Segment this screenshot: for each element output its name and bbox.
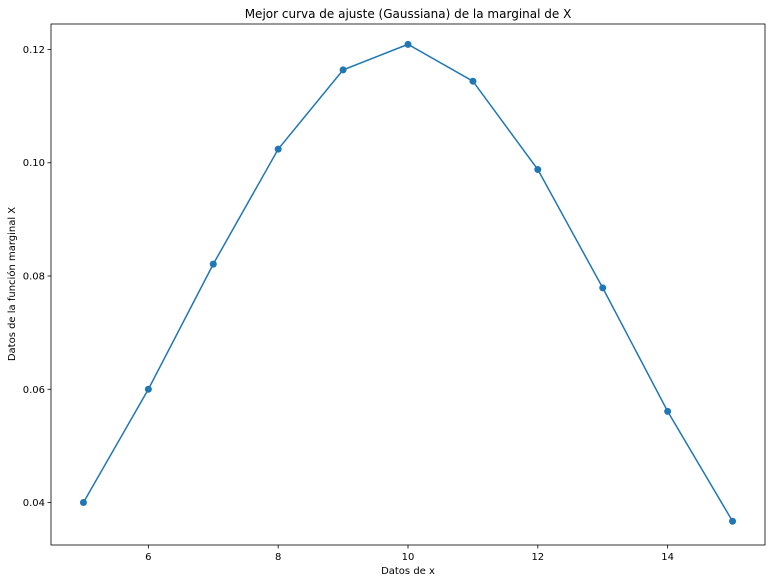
data-point — [144, 385, 152, 393]
series-line — [82, 43, 734, 522]
data-point — [339, 66, 347, 74]
y-tick-label: 0.04 — [23, 498, 45, 509]
data-point — [469, 77, 477, 85]
y-tick-label: 0.10 — [23, 158, 45, 169]
data-point — [599, 284, 607, 292]
data-point — [664, 407, 672, 415]
y-tick-label: 0.06 — [23, 385, 45, 396]
data-point — [534, 166, 542, 174]
data-point — [404, 40, 412, 48]
data-point — [729, 517, 737, 525]
y-axis-label: Datos de la función marginal X — [6, 207, 18, 361]
y-tick-label: 0.08 — [23, 272, 45, 283]
data-point — [274, 145, 282, 153]
chart-title: Mejor curva de ajuste (Gaussiana) de la … — [245, 7, 572, 21]
x-tick-label: 6 — [145, 552, 151, 563]
data-point — [79, 499, 87, 507]
plot-area: 6 8 10 12 14 0.04 0.06 0.08 0.10 0.12 — [23, 23, 766, 563]
x-tick-label: 12 — [531, 552, 544, 563]
y-tick-label: 0.12 — [23, 45, 45, 56]
x-tick-label: 14 — [661, 552, 674, 563]
x-tick-label: 8 — [275, 552, 281, 563]
plot-frame — [50, 23, 766, 546]
x-axis-label: Datos de x — [381, 566, 435, 577]
x-tick-label: 10 — [402, 552, 415, 563]
data-point — [209, 260, 217, 268]
